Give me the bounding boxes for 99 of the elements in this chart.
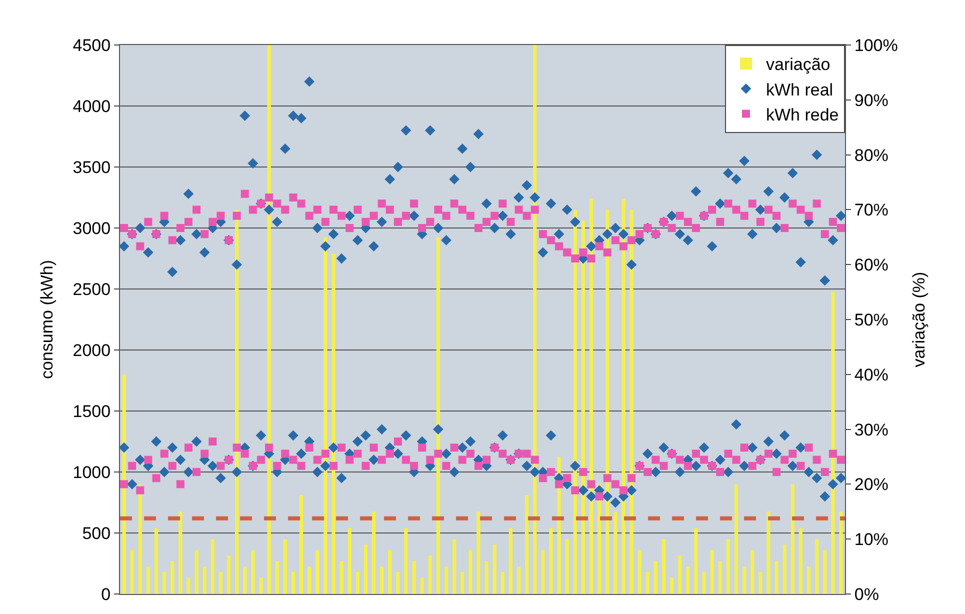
bar [806,566,811,594]
bar [130,550,134,594]
legend-label: kWh real [766,80,834,100]
bar [444,566,448,594]
bar [218,572,223,594]
bar [243,566,247,594]
bar [226,556,231,594]
bar [678,556,682,594]
bar [412,561,416,594]
bar [291,572,296,594]
bar [766,512,770,594]
bar [758,572,762,594]
bar [356,572,360,594]
y2-tick-label: 70% [854,200,888,220]
bar [340,561,344,594]
bar [508,528,513,594]
bar [654,561,658,594]
bar [299,495,304,594]
bar [750,550,754,594]
bar [283,539,287,594]
y2-tick-label: 50% [854,310,888,330]
bar [170,561,174,594]
bar [202,566,206,594]
bar [798,528,803,594]
bar [307,566,312,594]
bar [774,561,778,594]
bar [476,512,480,594]
y-tick-label: 3500 [72,158,111,177]
bar [210,539,214,594]
y-axis-title: consumo (kWh) [37,260,56,380]
bar [516,566,521,594]
bar [420,578,424,594]
bar [372,512,376,594]
bar [839,512,843,594]
bar [823,550,827,594]
y2-tick-label: 90% [854,90,888,110]
bar [259,578,263,594]
bar [646,572,650,594]
bar [404,528,408,594]
bar [541,550,545,594]
bar [782,544,786,594]
bar [734,484,738,594]
bar [565,539,569,594]
bar [178,512,182,594]
y2-axis-title: variação (%) [909,272,928,368]
bar [638,550,642,594]
bar [396,572,400,594]
y2-tick-label: 20% [854,475,888,494]
y-tick-label: 4000 [72,96,111,116]
bar [710,550,714,594]
y-tick-label: 2000 [72,340,111,360]
y2-tick-label: 60% [854,256,888,275]
bar [452,539,456,594]
bar [686,566,690,594]
y-tick-label: 500 [82,524,111,543]
bar [275,561,279,594]
bar [790,484,794,594]
bar [694,528,698,594]
bar [524,495,529,594]
bar [742,566,746,594]
bar [702,572,706,594]
y-tick-label: 1500 [72,402,111,421]
bar [316,550,320,594]
bar [364,544,368,594]
y2-tick-label: 40% [854,365,888,384]
bar [186,578,190,594]
y2-tick-label: 0% [854,584,879,604]
y-tick-label: 0 [101,584,111,604]
bar [146,566,150,594]
bar [388,550,392,594]
bar [468,550,472,594]
bar [348,528,352,594]
bar [162,572,166,594]
bar [380,566,384,594]
bar [154,528,158,594]
y-tick-label: 1000 [72,462,111,482]
bar [670,578,674,594]
y2-tick-label: 30% [854,420,888,440]
y-tick-label: 4500 [72,36,111,55]
y2-tick-label: 100% [854,36,898,55]
bar [718,561,722,594]
bar [194,550,198,594]
legend-label: variação [766,55,830,74]
bar [251,550,255,594]
bar [500,572,504,594]
y-tick-label: 2500 [72,280,111,299]
bar [484,561,488,594]
bar [460,572,464,594]
legend-label: kWh rede [766,105,839,124]
y-tick-label: 3000 [72,218,111,238]
y2-tick-label: 10% [854,530,888,550]
bar [428,556,432,594]
bar [549,528,553,594]
bar [614,512,618,594]
bar [662,539,666,594]
bar [492,544,496,594]
bar [726,539,730,594]
y2-tick-label: 80% [854,146,888,165]
bar [814,539,819,594]
